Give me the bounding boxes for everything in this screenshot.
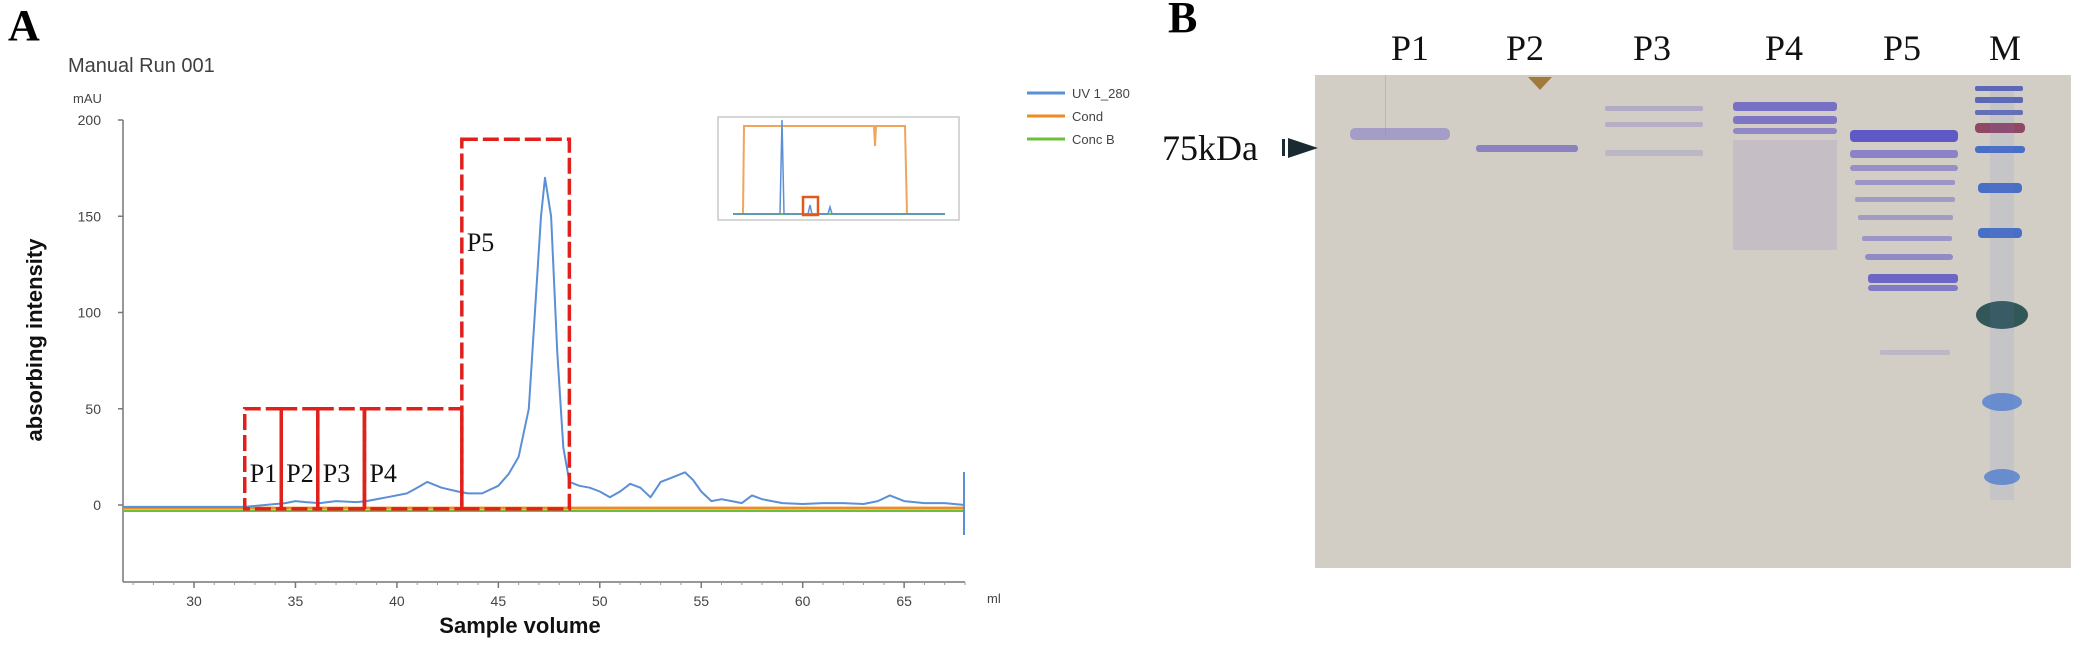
inset-frame — [717, 116, 960, 221]
x-tick-label: 55 — [693, 593, 709, 609]
y-tick-label: 200 — [78, 112, 102, 128]
y-ticks: 0 50 100 150 200 — [78, 112, 123, 513]
gel-band — [1868, 274, 1958, 283]
gel-band — [1605, 122, 1703, 127]
gel-lane-label: P2 — [1506, 28, 1544, 68]
fraction-label: P5 — [467, 228, 494, 257]
gel-band — [1605, 106, 1703, 111]
x-unit-label: ml — [987, 591, 1001, 606]
ladder-band — [1975, 123, 2025, 133]
panel-b-letter: B — [1168, 0, 1197, 42]
ladder-band — [1976, 301, 2028, 329]
inset-cond-trace — [733, 125, 945, 215]
x-tick-label: 65 — [896, 593, 912, 609]
gel-streak — [1385, 75, 1386, 135]
gel-band — [1855, 197, 1955, 202]
gel-band — [1605, 150, 1703, 156]
y-tick-label: 100 — [78, 305, 102, 321]
gel-lane-label: P1 — [1391, 28, 1429, 68]
x-tick-label: 45 — [491, 593, 507, 609]
x-ticks: 30 35 40 45 50 55 60 65 — [132, 582, 966, 609]
overview-inset — [717, 116, 960, 221]
ladder-band — [1978, 183, 2022, 193]
ladder-band — [1982, 393, 2022, 411]
fraction-label: P4 — [369, 459, 396, 488]
panel-a: A Manual Run 001 mAU ml Sample volume ab… — [8, 1, 1130, 638]
gel-band — [1865, 254, 1953, 260]
gel-lane-label: P4 — [1765, 28, 1803, 68]
legend-label: Conc B — [1072, 132, 1115, 147]
fraction-label: P1 — [250, 459, 277, 488]
ladder-band — [1975, 110, 2023, 115]
panel-a-letter: A — [8, 1, 40, 50]
ladder-smear — [1990, 90, 2014, 500]
gel-lane-label: P3 — [1633, 28, 1671, 68]
fraction-box-p5 — [460, 137, 572, 511]
panel-b: B P1 P2 P3 P4 P5 M 75kDa — [1162, 0, 2071, 568]
gel-band — [1855, 180, 1955, 185]
gel-lane-label: M — [1989, 28, 2021, 68]
gel-band — [1350, 128, 1450, 140]
gel-band — [1862, 236, 1952, 241]
series-line-uv-1-280 — [123, 176, 966, 508]
y-tick-label: 150 — [78, 208, 102, 224]
x-tick-label: 30 — [186, 593, 202, 609]
inset-zoom-box — [801, 195, 820, 217]
gel-lane-label: P5 — [1883, 28, 1921, 68]
gel-band — [1476, 145, 1578, 152]
gel-band — [1868, 285, 1958, 291]
fraction-layer: P1 P2 P3 P4 P5 — [242, 137, 572, 511]
y-tick-label: 0 — [93, 497, 101, 513]
lane-labels: P1 P2 P3 P4 P5 M — [1391, 28, 2021, 68]
gel-band — [1733, 116, 1837, 124]
y-unit-label: mAU — [73, 91, 102, 106]
legend-label: Cond — [1072, 109, 1103, 124]
legend: UV 1_280 Cond Conc B — [1027, 86, 1130, 147]
gel-band — [1880, 350, 1950, 355]
gel-band — [1733, 128, 1837, 134]
inset-uv-trace — [733, 119, 945, 215]
x-tick-label: 60 — [795, 593, 811, 609]
ladder-band — [1978, 228, 2022, 238]
gel-band — [1850, 165, 1958, 171]
ladder-band — [1984, 469, 2020, 485]
x-tick-label: 35 — [288, 593, 304, 609]
chart-title: Manual Run 001 — [68, 55, 215, 77]
y-axis-label: absorbing intensity — [22, 238, 47, 442]
marker-tick — [1282, 139, 1285, 156]
x-tick-label: 50 — [592, 593, 608, 609]
ladder-band — [1975, 97, 2023, 103]
gel-band — [1850, 150, 1958, 158]
ladder-band — [1975, 146, 2025, 153]
fraction-label: P3 — [323, 459, 350, 488]
gel-band — [1850, 130, 1958, 142]
ladder-band — [1975, 86, 2023, 91]
marker-label: 75kDa — [1162, 128, 1258, 168]
gel-band — [1858, 215, 1953, 220]
fraction-label: P2 — [286, 459, 313, 488]
y-tick-label: 50 — [85, 401, 101, 417]
marker-arrow-icon — [1288, 138, 1318, 158]
gel-artifact — [1528, 77, 1552, 90]
gel-tint — [1315, 75, 2071, 568]
gel-smear — [1733, 140, 1837, 250]
legend-label: UV 1_280 — [1072, 86, 1130, 101]
gel-band — [1733, 102, 1837, 111]
x-tick-label: 40 — [389, 593, 405, 609]
x-axis-label: Sample volume — [439, 613, 600, 638]
